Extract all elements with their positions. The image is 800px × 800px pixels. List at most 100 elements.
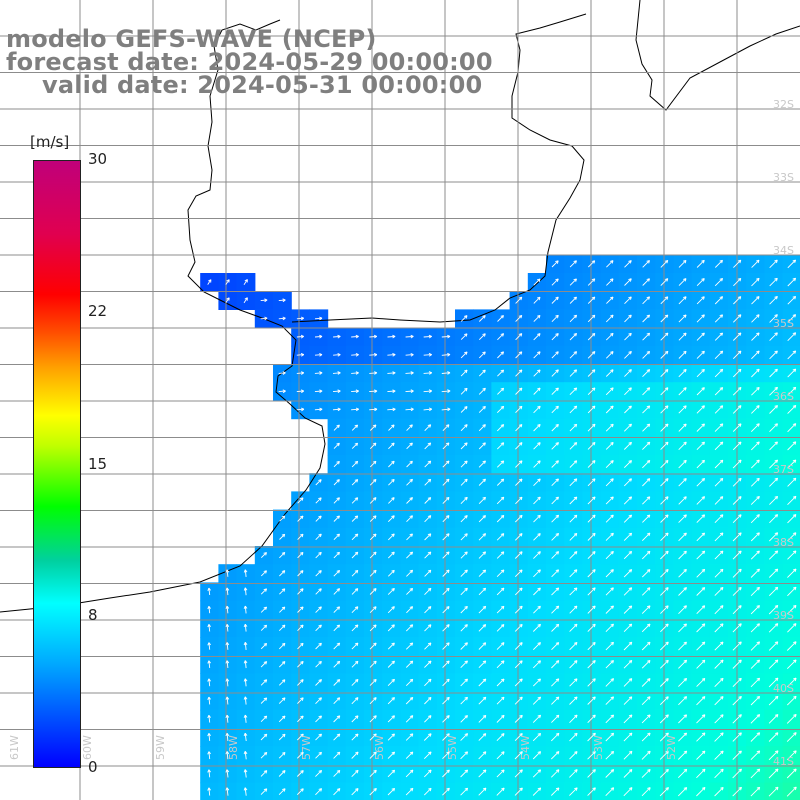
wind-arrow: [442, 551, 450, 559]
wind-arrow: [696, 568, 706, 578]
wind-arrow: [714, 296, 724, 305]
wind-arrow: [442, 787, 450, 796]
wind-arrow: [315, 715, 322, 723]
wind-arrow: [406, 478, 413, 486]
wind-arrow: [533, 569, 541, 578]
wind-arrow: [442, 424, 450, 432]
wind-arrow: [424, 715, 432, 723]
wind-arrow: [460, 733, 469, 741]
wind-arrow: [587, 605, 596, 614]
wind-arrow: [387, 407, 396, 412]
wind-arrow: [569, 278, 577, 286]
wind-arrow: [660, 259, 669, 268]
wind-arrow: [624, 350, 632, 359]
wind-arrow: [243, 678, 248, 687]
wind-arrow: [641, 659, 651, 669]
wind-arrow: [351, 352, 359, 357]
wind-arrow: [714, 332, 724, 341]
wind-arrow: [587, 750, 596, 760]
wind-arrow: [587, 532, 596, 541]
wind-arrow: [496, 587, 505, 596]
wind-arrow: [532, 623, 541, 632]
wind-arrow: [551, 405, 559, 414]
wind-arrow: [460, 569, 468, 577]
wind-arrow: [442, 751, 450, 760]
wind-arrow: [641, 696, 651, 706]
wind-arrow: [732, 332, 742, 341]
wind-arrow: [642, 332, 651, 341]
wind-arrow: [787, 514, 797, 524]
wind-arrow: [569, 460, 578, 468]
wind-arrow: [315, 642, 322, 650]
map-titles: modelo GEFS-WAVE (NCEP) forecast date: 2…: [6, 27, 493, 97]
wind-arrow: [515, 442, 523, 450]
wind-arrow: [714, 623, 724, 633]
wind-arrow: [315, 551, 322, 559]
wind-arrow: [424, 696, 432, 705]
wind-arrow: [623, 623, 633, 633]
wind-arrow: [478, 569, 487, 577]
wind-arrow: [732, 586, 742, 596]
wind-arrow: [532, 660, 541, 669]
wind-arrow: [333, 788, 341, 796]
wind-arrow: [587, 769, 596, 778]
wind-arrow: [660, 369, 669, 378]
wind-arrow: [659, 696, 669, 706]
wind-arrow: [605, 496, 614, 505]
wind-arrow: [696, 496, 706, 505]
wind-arrow: [587, 478, 596, 487]
wind-arrow: [533, 496, 541, 505]
wind-arrow: [768, 568, 779, 578]
wind-arrow: [441, 371, 451, 375]
wind-arrow: [442, 478, 450, 486]
wind-arrow: [696, 605, 706, 615]
wind-arrow: [243, 751, 248, 760]
wind-arrow: [442, 587, 450, 596]
wind-arrow: [478, 714, 487, 723]
wind-arrow: [314, 334, 323, 339]
wind-arrow: [623, 787, 633, 797]
wind-arrow: [424, 606, 432, 614]
wind-arrow: [207, 787, 211, 796]
wind-arrow: [587, 405, 596, 414]
wind-arrow: [496, 569, 505, 578]
wind-arrow: [587, 714, 596, 724]
wind-arrow: [605, 678, 615, 687]
wind-arrow: [478, 551, 487, 559]
wind-arrow: [243, 605, 248, 614]
wind-arrow: [260, 715, 268, 723]
wind-arrow: [460, 696, 468, 705]
wind-arrow: [660, 423, 669, 432]
wind-arrow: [442, 606, 450, 614]
wind-arrow: [569, 751, 578, 760]
latitude-labels: 32S 33S 34S 35S 36S 37S 38S 39S 40S 41S: [773, 98, 794, 768]
wind-arrow: [424, 497, 432, 504]
wind-arrow: [587, 660, 596, 669]
wind-arrow: [296, 371, 305, 375]
wind-arrow: [606, 260, 614, 268]
wind-arrow: [732, 786, 742, 797]
wind-arrow: [623, 587, 633, 596]
wind-arrow: [659, 787, 669, 797]
wind-arrow: [587, 278, 596, 286]
wind-arrow: [333, 733, 341, 741]
wind-arrow: [297, 570, 304, 577]
wind-arrow: [423, 733, 432, 741]
wind-arrow: [369, 787, 377, 796]
wind-arrow: [441, 334, 451, 339]
wind-arrow: [768, 641, 779, 651]
wind-arrow: [442, 678, 450, 687]
wind-arrow: [478, 769, 487, 778]
forecast-date: forecast date: 2024-05-29 00:00:00: [6, 48, 493, 76]
wind-arrow: [605, 550, 614, 560]
wind-arrow: [768, 677, 779, 688]
wind-arrow: [787, 404, 797, 414]
wind-arrow: [225, 787, 230, 796]
wind-arrow: [460, 351, 468, 359]
lon-label: 61W: [8, 735, 21, 760]
wind-arrow: [460, 642, 468, 650]
wind-arrow: [351, 606, 359, 614]
wind-arrow: [351, 334, 359, 339]
wind-arrow: [678, 641, 687, 651]
wind-arrow: [569, 696, 578, 705]
